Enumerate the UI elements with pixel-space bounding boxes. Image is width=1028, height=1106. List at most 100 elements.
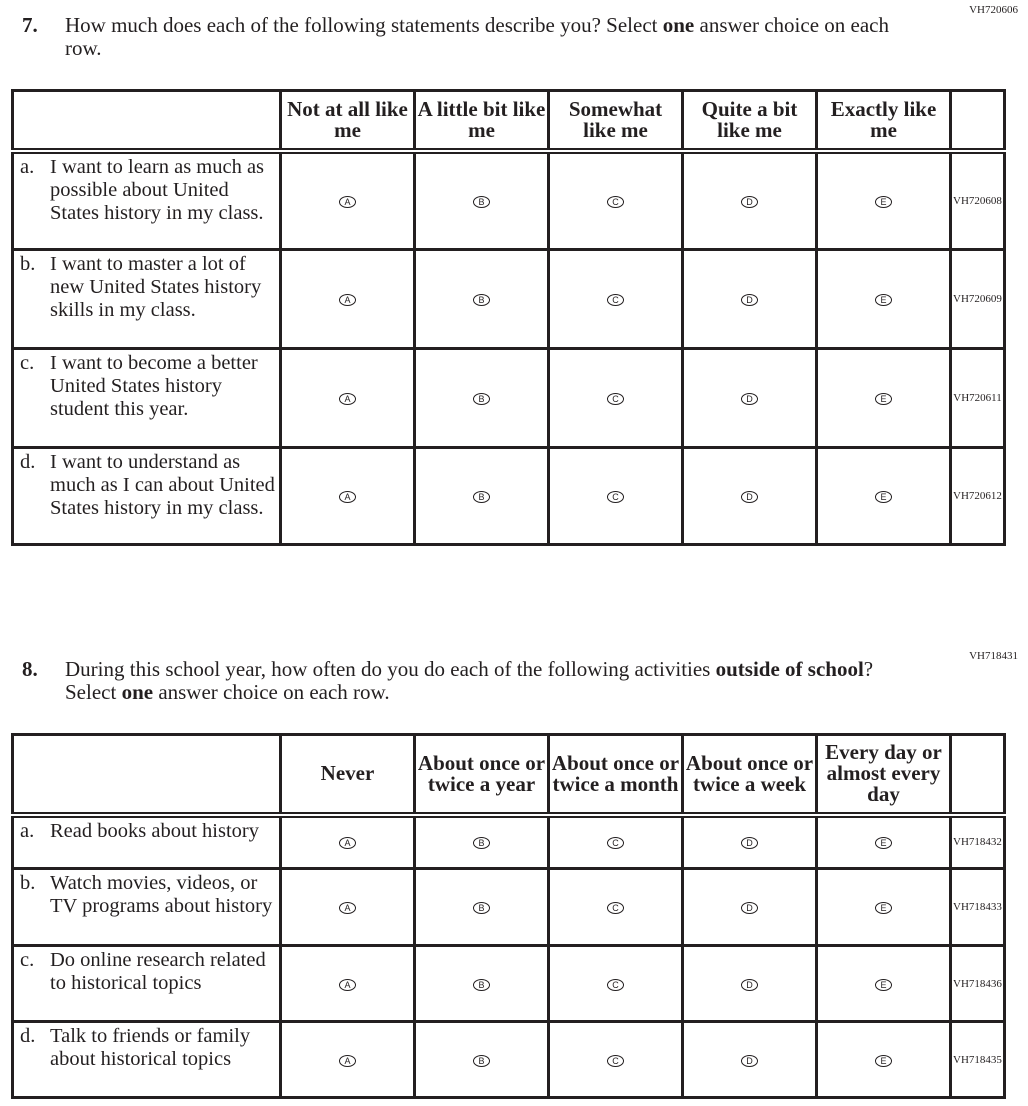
answer-bubble-c[interactable]: C bbox=[607, 294, 624, 306]
answer-cell: B bbox=[413, 248, 550, 350]
answer-bubble-a[interactable]: A bbox=[339, 1054, 356, 1067]
answer-cell: A bbox=[279, 248, 416, 350]
answer-bubble-b[interactable]: B bbox=[473, 978, 490, 991]
answer-bubble-d[interactable]: D bbox=[741, 294, 758, 306]
answer-cell: C bbox=[547, 149, 684, 251]
answer-cell: D bbox=[681, 248, 818, 350]
answer-bubble-c[interactable]: C bbox=[607, 393, 624, 405]
table-row: b. I want to master a lot of new United S… bbox=[11, 248, 1006, 350]
answer-cell: A bbox=[279, 149, 416, 251]
answer-cell: D bbox=[681, 1020, 818, 1099]
answer-cell: C bbox=[547, 867, 684, 947]
item-code: VH718433 bbox=[949, 867, 1006, 947]
row-letter: d. bbox=[20, 451, 36, 473]
answer-bubble-b[interactable]: B bbox=[473, 491, 490, 503]
answer-cell: A bbox=[279, 944, 416, 1023]
answer-cell: B bbox=[413, 867, 550, 947]
stem-text: answer choice on each row. bbox=[65, 13, 889, 60]
answer-bubble-c[interactable]: C bbox=[607, 902, 624, 914]
answer-cell: A bbox=[279, 1020, 416, 1099]
question-stem: During this school year, how often do yo… bbox=[65, 658, 895, 704]
answer-bubble-d[interactable]: D bbox=[741, 978, 758, 991]
answer-bubble-d[interactable]: D bbox=[741, 902, 758, 914]
answer-cell: D bbox=[681, 347, 818, 449]
row-label: d. Talk to friends or family about histor… bbox=[11, 1020, 282, 1099]
answer-bubble-b[interactable]: B bbox=[473, 1054, 490, 1067]
answer-cell: E bbox=[815, 1020, 952, 1099]
answer-bubble-c[interactable]: C bbox=[607, 1054, 624, 1067]
answer-bubble-a[interactable]: A bbox=[339, 902, 356, 914]
header-empty bbox=[949, 733, 1006, 818]
answer-bubble-b[interactable]: B bbox=[473, 195, 490, 208]
row-text: Talk to friends or family about historic… bbox=[50, 1025, 251, 1070]
header-empty bbox=[11, 733, 282, 818]
stem-bold: one bbox=[121, 680, 154, 704]
column-header: Never bbox=[279, 733, 416, 818]
question-8: 8. During this school year, how often do… bbox=[22, 658, 895, 704]
answer-bubble-c[interactable]: C bbox=[607, 195, 624, 208]
item-code: VH720611 bbox=[949, 347, 1006, 449]
answer-bubble-d[interactable]: D bbox=[741, 195, 758, 208]
answer-bubble-e[interactable]: E bbox=[875, 902, 892, 914]
item-code: VH720612 bbox=[949, 446, 1006, 546]
answer-bubble-b[interactable]: B bbox=[473, 902, 490, 914]
answer-cell: A bbox=[279, 867, 416, 947]
row-label: b. Watch movies, videos, or TV programs a… bbox=[11, 867, 282, 947]
row-text: I want to become a better United States … bbox=[50, 352, 258, 420]
answer-cell: E bbox=[815, 446, 952, 546]
answer-bubble-a[interactable]: A bbox=[339, 837, 356, 850]
item-code: VH720608 bbox=[949, 149, 1006, 251]
answer-cell: C bbox=[547, 813, 684, 870]
answer-bubble-a[interactable]: A bbox=[339, 393, 356, 405]
answer-bubble-e[interactable]: E bbox=[875, 491, 892, 503]
answer-bubble-d[interactable]: D bbox=[741, 491, 758, 503]
answer-bubble-d[interactable]: D bbox=[741, 837, 758, 850]
row-label: b. I want to master a lot of new United S… bbox=[11, 248, 282, 350]
answer-cell: A bbox=[279, 347, 416, 449]
answer-bubble-a[interactable]: A bbox=[339, 491, 356, 503]
table-row: c. Do online research related to historic… bbox=[11, 944, 1006, 1023]
answer-cell: B bbox=[413, 149, 550, 251]
answer-bubble-c[interactable]: C bbox=[607, 837, 624, 850]
answer-bubble-e[interactable]: E bbox=[875, 1054, 892, 1067]
answer-bubble-b[interactable]: B bbox=[473, 837, 490, 850]
answer-bubble-e[interactable]: E bbox=[875, 294, 892, 306]
question-7: 7. How much does each of the following s… bbox=[22, 14, 895, 60]
answer-cell: D bbox=[681, 446, 818, 546]
answer-bubble-e[interactable]: E bbox=[875, 978, 892, 991]
answer-cell: C bbox=[547, 347, 684, 449]
answer-bubble-c[interactable]: C bbox=[607, 978, 624, 991]
answer-cell: D bbox=[681, 944, 818, 1023]
table-row: d. Talk to friends or family about histor… bbox=[11, 1020, 1006, 1099]
answer-bubble-d[interactable]: D bbox=[741, 1054, 758, 1067]
answer-bubble-b[interactable]: B bbox=[473, 294, 490, 306]
answer-cell: A bbox=[279, 446, 416, 546]
answer-cell: D bbox=[681, 149, 818, 251]
column-header: Every day or almost every day bbox=[815, 733, 952, 818]
answer-bubble-a[interactable]: A bbox=[339, 978, 356, 991]
answer-bubble-c[interactable]: C bbox=[607, 491, 624, 503]
answer-cell: A bbox=[279, 813, 416, 870]
question-number: 7. bbox=[22, 13, 38, 37]
row-text: Read books about history bbox=[50, 819, 259, 842]
answer-bubble-a[interactable]: A bbox=[339, 294, 356, 306]
answer-bubble-d[interactable]: D bbox=[741, 393, 758, 405]
column-header: A little bit like me bbox=[413, 89, 550, 154]
answer-bubble-e[interactable]: E bbox=[875, 837, 892, 850]
column-header: Not at all like me bbox=[279, 89, 416, 154]
row-label: c. Do online research related to historic… bbox=[11, 944, 282, 1023]
answer-bubble-a[interactable]: A bbox=[339, 195, 356, 208]
answer-cell: E bbox=[815, 347, 952, 449]
row-text: Watch movies, videos, or TV programs abo… bbox=[50, 872, 273, 917]
row-text: Do online research related to historical… bbox=[50, 949, 266, 994]
row-text: I want to master a lot of new United Sta… bbox=[50, 253, 262, 321]
answer-bubble-e[interactable]: E bbox=[875, 195, 892, 208]
stem-text: How much does each of the following stat… bbox=[65, 13, 663, 37]
answer-cell: C bbox=[547, 248, 684, 350]
answer-bubble-e[interactable]: E bbox=[875, 393, 892, 405]
row-label: d. I want to understand as much as I can … bbox=[11, 446, 282, 546]
question-8-code: VH718431 bbox=[969, 650, 1018, 662]
answer-cell: E bbox=[815, 867, 952, 947]
question-7-table: Not at all like me A little bit like me So… bbox=[11, 89, 1006, 546]
answer-bubble-b[interactable]: B bbox=[473, 393, 490, 405]
